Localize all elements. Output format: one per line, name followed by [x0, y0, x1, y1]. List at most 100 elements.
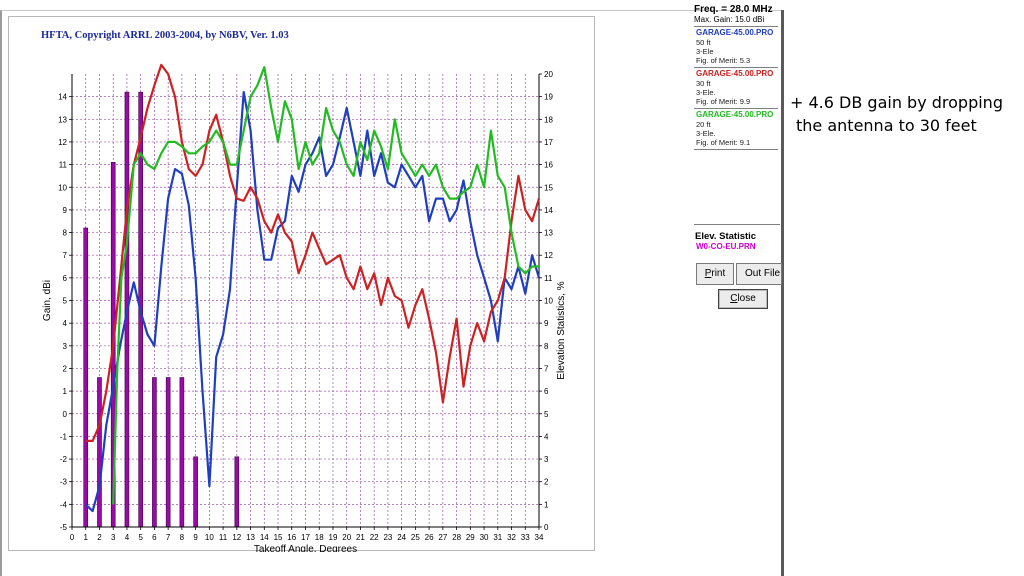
- hfta-window: HFTA, Copyright ARRL 2003-2004, by N6BV,…: [0, 10, 784, 576]
- x-tick-label: 19: [329, 533, 338, 542]
- x-tick-label: 21: [356, 533, 365, 542]
- y-tick-label: 2: [63, 364, 68, 373]
- y-tick-label: 4: [63, 319, 68, 328]
- y2-tick-label: 5: [544, 410, 549, 419]
- profile-merit: Fig. of Merit: 9.1: [696, 138, 751, 147]
- close-button-mnemonic: C: [730, 293, 738, 304]
- close-button-label: lose: [737, 293, 756, 304]
- profile-height: 30 ft: [696, 79, 711, 88]
- y-tick-label: 7: [63, 251, 68, 260]
- y2-axis-title: Elevation Statistics, %: [556, 281, 567, 379]
- y-tick-label: -3: [60, 478, 68, 487]
- annotation-line-2: the antenna to 30 feet: [796, 116, 977, 135]
- y-tick-label: -5: [60, 523, 68, 532]
- y-tick-label: -4: [60, 500, 68, 509]
- x-tick-label: 3: [111, 533, 116, 542]
- divider: [694, 26, 778, 27]
- elevation-bar: [165, 377, 171, 528]
- y2-tick-label: 4: [544, 432, 549, 441]
- y2-tick-label: 1: [544, 500, 549, 509]
- profile-filename: GARAGE-45.00.PRO: [696, 69, 774, 78]
- y-tick-label: -2: [60, 455, 68, 464]
- y-axis-title: Gain, dBi: [42, 280, 53, 321]
- x-tick-label: 31: [493, 533, 502, 542]
- out-file-button[interactable]: Out File: [736, 263, 782, 285]
- print-button-label: rint: [711, 268, 726, 279]
- profile-height: 20 ft: [696, 120, 711, 129]
- x-tick-label: 18: [315, 533, 324, 542]
- gain-series-line-3: [112, 66, 539, 505]
- y2-tick-label: 11: [544, 274, 553, 283]
- x-tick-label: 33: [521, 533, 530, 542]
- elevation-bar: [179, 377, 185, 528]
- y-tick-label: 5: [63, 297, 68, 306]
- x-axis-title: Takeoff Angle, Degrees: [254, 544, 357, 552]
- y2-tick-label: 15: [544, 183, 553, 192]
- elev-statistic-file: W0-CO-EU.PRN: [696, 242, 756, 251]
- y-tick-label: -1: [60, 432, 68, 441]
- profile-merit: Fig. of Merit: 9.9: [696, 97, 751, 106]
- y-tick-label: 6: [63, 274, 68, 283]
- x-tick-label: 24: [397, 533, 406, 542]
- y-tick-label: 9: [63, 206, 68, 215]
- y-tick-label: 14: [58, 93, 67, 102]
- x-tick-label: 10: [205, 533, 214, 542]
- x-tick-label: 6: [152, 533, 157, 542]
- profile-filename: GARAGE-45.00.PRO: [696, 110, 774, 119]
- x-tick-label: 20: [342, 533, 351, 542]
- window-edge: [781, 10, 784, 576]
- y-tick-label: 13: [58, 115, 67, 124]
- x-tick-label: 15: [274, 533, 283, 542]
- profile-entry-50ft: GARAGE-45.00.PRO 50 ft 3-Ele Fig. of Mer…: [694, 27, 778, 68]
- x-tick-label: 2: [97, 533, 102, 542]
- elevation-statistic-section: Elev. Statistic W0-CO-EU.PRN: [694, 224, 780, 252]
- profile-entry-30ft: GARAGE-45.00.PRO 30 ft 3-Ele. Fig. of Me…: [694, 68, 778, 109]
- x-tick-label: 29: [466, 533, 475, 542]
- x-tick-label: 4: [125, 533, 130, 542]
- y2-tick-label: 18: [544, 115, 553, 124]
- x-tick-label: 13: [246, 533, 255, 542]
- y2-tick-label: 16: [544, 161, 553, 170]
- y2-tick-label: 20: [544, 70, 553, 79]
- elevation-bar: [234, 456, 240, 528]
- elevation-bar: [83, 227, 89, 528]
- y2-tick-label: 13: [544, 229, 553, 238]
- x-tick-label: 11: [219, 533, 228, 542]
- gain-annotation: + 4.6 DB gain by dropping the antenna to…: [790, 91, 1020, 137]
- x-tick-label: 34: [535, 533, 544, 542]
- x-tick-label: 32: [507, 533, 516, 542]
- x-tick-label: 17: [301, 533, 310, 542]
- side-panel: Freq. = 28.0 MHz Max. Gain: 15.0 dBi GAR…: [694, 4, 778, 150]
- print-button[interactable]: Print: [696, 263, 734, 285]
- x-tick-label: 26: [425, 533, 434, 542]
- y-tick-label: 0: [63, 410, 68, 419]
- gain-series-line-2: [85, 63, 541, 442]
- x-tick-label: 5: [138, 533, 143, 542]
- elevation-bar: [97, 377, 102, 528]
- chart-title: HFTA, Copyright ARRL 2003-2004, by N6BV,…: [41, 30, 289, 41]
- frequency-label: Freq. = 28.0 MHz: [694, 4, 773, 15]
- profile-antenna: 3-Ele.: [696, 129, 716, 138]
- y2-tick-label: 19: [544, 93, 553, 102]
- profile-filename: GARAGE-45.00.PRO: [696, 28, 774, 37]
- y2-tick-label: 6: [544, 387, 549, 396]
- y2-tick-label: 17: [544, 138, 553, 147]
- x-tick-label: 8: [180, 533, 185, 542]
- y2-tick-label: 14: [544, 206, 553, 215]
- profile-height: 50 ft: [696, 38, 711, 47]
- y-tick-label: 8: [63, 229, 68, 238]
- elevation-bar: [152, 377, 157, 528]
- y2-tick-label: 7: [544, 364, 549, 373]
- gain-series-line-1: [84, 90, 541, 513]
- x-tick-label: 1: [84, 533, 89, 542]
- x-tick-label: 12: [232, 533, 241, 542]
- x-tick-label: 27: [438, 533, 447, 542]
- x-tick-label: 28: [452, 533, 461, 542]
- chart-panel: HFTA, Copyright ARRL 2003-2004, by N6BV,…: [8, 16, 595, 552]
- close-button[interactable]: Close: [718, 289, 768, 309]
- x-tick-label: 25: [411, 533, 420, 542]
- x-tick-label: 22: [370, 533, 379, 542]
- profile-antenna: 3-Ele: [696, 47, 714, 56]
- x-tick-label: 23: [383, 533, 392, 542]
- y-tick-label: 11: [59, 161, 68, 170]
